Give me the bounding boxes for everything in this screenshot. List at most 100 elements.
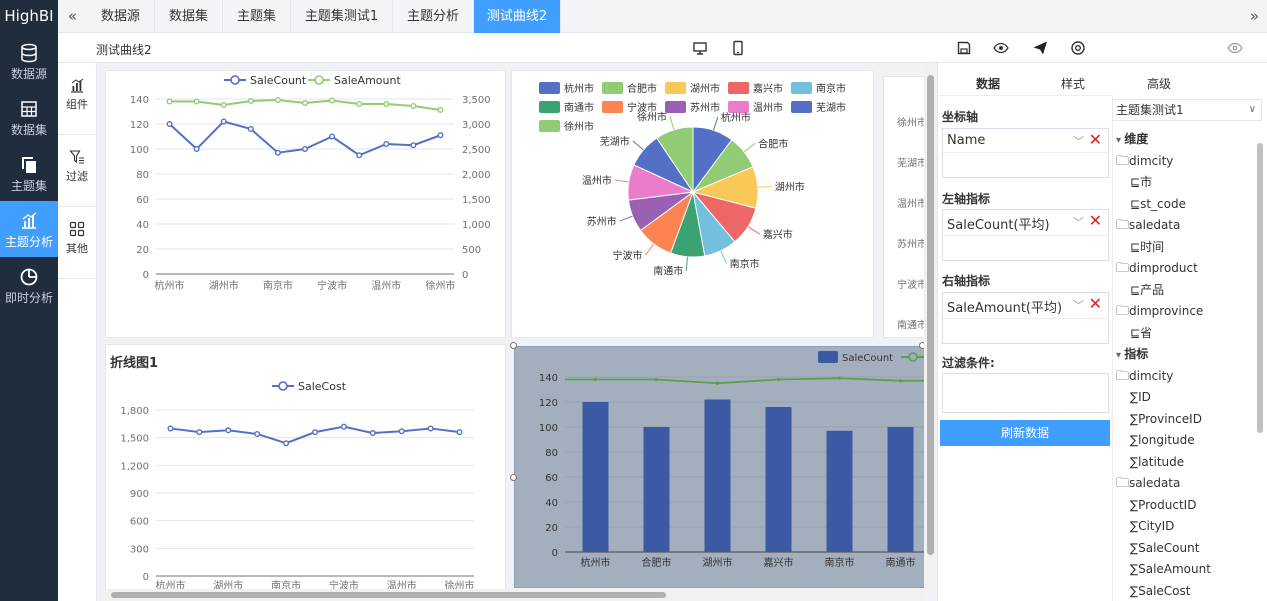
bar-chart-icon <box>22 212 37 229</box>
sidebar-item-datasource[interactable]: 数据源 <box>0 33 58 89</box>
desktop-icon[interactable] <box>692 40 708 56</box>
send-icon[interactable] <box>1032 40 1048 56</box>
left-axis-dropzone[interactable]: SaleCount(平均) ﹀ ✕ <box>942 209 1109 261</box>
chevron-down-icon[interactable]: ﹀ <box>1073 299 1084 312</box>
caret-down-icon: ▾ <box>1116 350 1125 361</box>
pie-slice <box>656 126 694 194</box>
data-point <box>410 103 417 110</box>
close-icon[interactable]: ✕ <box>1088 130 1102 149</box>
tree-node[interactable]: 🗀dimprovince <box>1114 301 1254 323</box>
filter-dropzone[interactable] <box>942 373 1109 413</box>
tree-node-label: 市 <box>1140 175 1153 189</box>
component-other[interactable]: 其他 <box>58 207 96 279</box>
tab-data[interactable]: 数据 <box>976 77 1001 91</box>
copy-icon <box>22 157 36 173</box>
save-icon[interactable] <box>956 40 972 56</box>
tree-node[interactable]: 🗀dimproduct <box>1114 258 1254 280</box>
tree-node[interactable]: 🗀dimcity <box>1114 151 1254 173</box>
slice-label: 杭州市 <box>721 111 751 124</box>
eye-icon[interactable] <box>1227 40 1243 56</box>
right-axis-field[interactable]: SaleAmount(平均) ﹀ ✕ <box>943 293 1108 319</box>
tree-node[interactable]: ⊑省 <box>1114 323 1254 345</box>
tree-node[interactable]: ∑ID <box>1114 387 1254 409</box>
component-filter[interactable]: 过滤 <box>58 135 96 207</box>
data-point <box>167 425 174 432</box>
sidebar-item-instant[interactable]: 即时分析 <box>0 257 58 313</box>
axis-field[interactable]: Name ﹀ ✕ <box>943 129 1108 153</box>
expand-icon[interactable]: » <box>1249 7 1259 25</box>
resize-handle[interactable] <box>510 474 517 481</box>
tree-node[interactable]: ⊑市 <box>1114 172 1254 194</box>
preview-icon[interactable] <box>993 40 1009 56</box>
sidebar-item-topicset[interactable]: 主题集 <box>0 145 58 201</box>
close-icon[interactable]: ✕ <box>1088 294 1102 313</box>
dataset-select[interactable]: 主题集测试1 ∨ <box>1112 99 1262 121</box>
tree-node-label: ProvinceID <box>1138 411 1202 426</box>
x-tick-label: 杭州市 <box>155 279 185 292</box>
tree-node[interactable]: ⊑时间 <box>1114 237 1254 259</box>
tree-node[interactable]: ▾ 维度 <box>1114 129 1254 151</box>
tab-topicset[interactable]: 主题集 <box>223 0 291 33</box>
chart-panel-pie[interactable]: 杭州市 合肥市 湖州市 嘉兴市 南京市 南通市 宁波市 苏州市 温州市 芜湖市 徐州市 杭州市 合肥市湖… <box>511 70 874 338</box>
settings-icon[interactable] <box>1070 40 1086 56</box>
data-point <box>274 97 281 104</box>
component-chart[interactable]: 组件 <box>58 63 96 135</box>
tree-node[interactable]: ∑ProvinceID <box>1114 409 1254 431</box>
tree-node[interactable]: ∑ProductID <box>1114 495 1254 517</box>
tab-datasource[interactable]: 数据源 <box>87 0 155 33</box>
data-point <box>383 140 390 147</box>
chart-panel-bar-line-selected[interactable]: SaleCountSaleAmount020406080100120140杭州市… <box>514 346 937 588</box>
right-axis-label: 右轴指标 <box>942 274 991 288</box>
tab-style[interactable]: 样式 <box>1061 77 1086 91</box>
scroll-thumb[interactable] <box>111 592 666 598</box>
tab-topicset-test1[interactable]: 主题集测试1 <box>291 0 393 33</box>
chart-panel-line1[interactable]: 折线图1 SaleCost 0 300 600 900 1,200 1,500 1,800 杭州市… <box>105 344 506 594</box>
tree-node[interactable]: 🗀saledata <box>1114 215 1254 237</box>
tree-node[interactable]: ⊑st_code <box>1114 194 1254 216</box>
sidebar-item-analysis[interactable]: 主题分析 <box>0 201 58 257</box>
canvas-horizontal-scrollbar[interactable] <box>97 589 924 601</box>
tree-node[interactable]: ∑longitude <box>1114 430 1254 452</box>
resize-handle[interactable] <box>510 342 517 349</box>
mobile-icon[interactable] <box>730 40 746 56</box>
left-axis-field[interactable]: SaleCount(平均) ﹀ ✕ <box>943 210 1108 236</box>
chevron-down-icon[interactable]: ﹀ <box>1073 216 1084 229</box>
tree-node[interactable]: ∑SaleAmount <box>1114 559 1254 581</box>
tree-scrollbar[interactable] <box>1257 143 1263 433</box>
tab-dataset[interactable]: 数据集 <box>155 0 223 33</box>
close-icon[interactable]: ✕ <box>1088 211 1102 230</box>
tree-node[interactable]: ▾ 指标 <box>1114 344 1254 366</box>
tree-node[interactable]: 🗀dimcity <box>1114 366 1254 388</box>
axis-dropzone[interactable]: Name ﹀ ✕ <box>942 128 1109 178</box>
dataset-select-value: 主题集测试1 <box>1116 103 1184 117</box>
sidebar-item-dataset[interactable]: 数据集 <box>0 89 58 145</box>
tree-node[interactable]: ⊑产品 <box>1114 280 1254 302</box>
scroll-thumb[interactable] <box>927 75 934 555</box>
collapse-icon[interactable]: « <box>67 7 78 25</box>
refresh-data-button[interactable]: 刷新数据 <box>940 420 1110 446</box>
label-line <box>743 142 756 153</box>
tree-node-label: dimproduct <box>1129 261 1198 275</box>
tree-node[interactable]: ∑SaleCount <box>1114 538 1254 560</box>
y-right-tick-label: 0 <box>462 270 468 281</box>
chevron-down-icon[interactable]: ﹀ <box>1073 135 1084 148</box>
tree-node[interactable]: ∑CityID <box>1114 516 1254 538</box>
tree-node-label: ID <box>1138 390 1151 404</box>
tree-node[interactable]: ∑SaleCost <box>1114 581 1254 601</box>
right-axis-dropzone[interactable]: SaleAmount(平均) ﹀ ✕ <box>942 292 1109 344</box>
slice-label: 湖州市 <box>775 180 805 193</box>
chart-panel-dual-line[interactable]: 0 20 40 60 80 100 120 140 0 500 1,000 1,500 2,000 2,5… <box>105 70 506 338</box>
y-tick-label: 600 <box>130 517 149 528</box>
tree-node-label: CityID <box>1138 519 1175 533</box>
slice-label: 嘉兴市 <box>763 228 793 241</box>
legend-label: 徐州市 <box>564 120 594 133</box>
tab-analysis[interactable]: 主题分析 <box>393 0 474 33</box>
tab-test-curve2[interactable]: 测试曲线2 <box>474 0 561 33</box>
tab-advanced[interactable]: 高级 <box>1147 77 1172 91</box>
tree-node-label: 时间 <box>1140 239 1165 254</box>
tree-node[interactable]: ∑latitude <box>1114 452 1254 474</box>
tree-node[interactable]: 🗀saledata <box>1114 473 1254 495</box>
canvas-vertical-scrollbar[interactable] <box>924 63 937 589</box>
tree-node-label: latitude <box>1138 454 1185 469</box>
tree-node-label: 维度 <box>1124 132 1149 146</box>
